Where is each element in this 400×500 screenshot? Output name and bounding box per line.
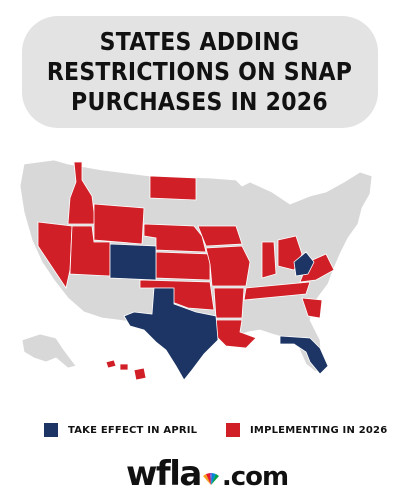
legend-item-april: TAKE EFFECT IN APRIL <box>44 422 197 438</box>
state-utah <box>69 225 111 277</box>
legend-item-implementing: IMPLEMENTING IN 2026 <box>226 422 387 438</box>
wfla-logo: wfla .com <box>126 454 289 494</box>
legend-swatch-april <box>44 423 58 437</box>
legend-swatch-implementing <box>226 423 240 437</box>
state-arkansas <box>213 287 245 319</box>
state-nebraska <box>143 223 207 253</box>
state-indiana <box>261 241 277 279</box>
page-title: STATES ADDING RESTRICTIONS ON SNAP PURCH… <box>47 27 353 116</box>
nbc-peacock-icon <box>202 473 219 485</box>
state-hawaii-3 <box>133 367 147 381</box>
alaska <box>21 333 77 369</box>
implementing-states <box>37 161 335 381</box>
state-oklahoma <box>139 279 215 311</box>
state-missouri <box>205 245 251 287</box>
state-tennessee <box>243 281 311 301</box>
state-florida <box>279 335 329 375</box>
state-hawaii-1 <box>105 359 117 369</box>
state-north-dakota <box>149 175 197 201</box>
state-hawaii-2 <box>119 363 129 371</box>
state-wyoming <box>93 203 145 245</box>
legend-label-april: TAKE EFFECT IN APRIL <box>68 424 198 436</box>
april-states <box>109 243 329 381</box>
state-kansas <box>155 251 211 281</box>
logo-text: wfla <box>126 454 202 494</box>
state-colorado <box>109 243 157 281</box>
title-banner: STATES ADDING RESTRICTIONS ON SNAP PURCH… <box>22 16 378 128</box>
state-texas <box>123 287 219 381</box>
state-south-carolina <box>301 297 323 319</box>
legend-label-implementing: IMPLEMENTING IN 2026 <box>250 424 388 436</box>
state-iowa <box>197 225 243 247</box>
state-west-virginia <box>293 251 315 277</box>
us-states-map <box>19 159 373 381</box>
logo-suffix: .com <box>221 462 289 492</box>
state-virginia <box>299 253 335 283</box>
